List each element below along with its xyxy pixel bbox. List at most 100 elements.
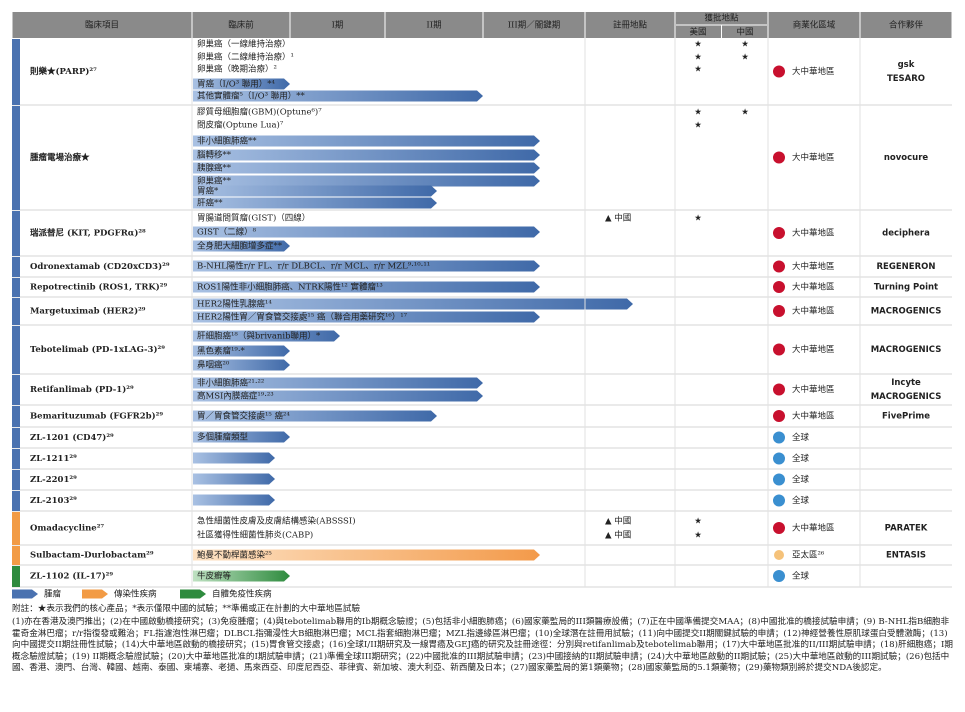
header-cell bbox=[585, 12, 675, 38]
phase-bar bbox=[193, 549, 540, 561]
region: 大中華地區 bbox=[792, 282, 835, 293]
category-strip bbox=[12, 298, 20, 325]
cn-approval: ★ bbox=[741, 108, 749, 118]
header-sublabel: 中國 bbox=[736, 27, 753, 38]
phase-bar bbox=[193, 90, 483, 102]
indication: 間皮瘤(Optune Lua)⁷ bbox=[197, 120, 284, 131]
phase-bar bbox=[193, 473, 275, 485]
drug-name: 則樂★(PARP)²⁷ bbox=[29, 66, 97, 77]
region: 大中華地區 bbox=[792, 306, 835, 317]
drug-name: 瑞派替尼 (KIT, PDGFRα)²⁸ bbox=[30, 228, 146, 239]
region: 亞太區²⁶ bbox=[792, 550, 825, 561]
region-icon bbox=[773, 410, 785, 422]
partner-logo: deciphera bbox=[882, 229, 930, 239]
region-icon bbox=[773, 522, 785, 534]
region-icon bbox=[773, 494, 785, 507]
phase-bar bbox=[193, 149, 540, 161]
indication: HER2陽性胃／胃食管交接處¹⁵ 癌（聯合用藥研究¹⁶）¹⁷ bbox=[197, 312, 408, 323]
indication: B-NHL陽性r/r FL、r/r DLBCL、r/r MCL、r/r MZL⁹… bbox=[197, 261, 430, 272]
region-icon bbox=[773, 343, 785, 356]
phase-bar bbox=[193, 570, 290, 582]
region: 全球 bbox=[792, 571, 810, 582]
phase-bar bbox=[193, 359, 290, 371]
indication: 卵巢癌** bbox=[197, 176, 232, 187]
indication: 胃／胃食管交接處¹⁵ 癌²⁴ bbox=[197, 411, 290, 422]
cn-approval: ★ bbox=[741, 40, 749, 50]
region: 大中華地區 bbox=[792, 523, 835, 534]
category-strip bbox=[12, 278, 20, 297]
header-label: 臨床項目 bbox=[85, 20, 119, 31]
header-cell bbox=[768, 12, 860, 38]
category-strip bbox=[12, 491, 20, 511]
partner-logo: FivePrime bbox=[882, 412, 930, 422]
region-icon bbox=[773, 452, 785, 465]
partner-logo: ENTASIS bbox=[886, 551, 926, 561]
phase-bar bbox=[193, 260, 540, 272]
registration: ▲ 中國 bbox=[605, 213, 631, 224]
indication: 全身肥大細胞增多症** bbox=[197, 241, 283, 252]
footnotes: 附註：★表示我們的核心產品；*表示僅限中國的試驗；**準備或正在計劃的大中華地區… bbox=[12, 604, 954, 676]
region: 大中華地區 bbox=[792, 344, 835, 355]
header-cell bbox=[860, 12, 952, 38]
us-approval: ★ bbox=[694, 40, 702, 50]
category-strip bbox=[12, 449, 20, 469]
category-strip bbox=[12, 406, 20, 427]
header-cell bbox=[483, 12, 585, 38]
header-label: 臨床前 bbox=[228, 20, 254, 31]
indication: 胃癌（I/O³ 聯用）*⁴ bbox=[197, 79, 276, 90]
us-approval: ★ bbox=[694, 531, 702, 541]
region: 全球 bbox=[792, 453, 810, 464]
indication: 社區獲得性細菌性肺炎(CABP) bbox=[197, 530, 313, 541]
indication: 黑色素瘤¹⁹·* bbox=[197, 346, 246, 357]
indication: 非小細胞肺癌** bbox=[197, 136, 257, 147]
header-cell bbox=[385, 12, 483, 38]
header-label: II期 bbox=[426, 21, 441, 31]
indication: 非小細胞肺癌²¹·²² bbox=[197, 378, 264, 389]
header-label: 商業化區域 bbox=[793, 20, 836, 31]
us-approval: ★ bbox=[694, 108, 702, 118]
footnote: 附註：★表示我們的核心產品；*表示僅限中國的試驗；**準備或正在計劃的大中華地區… bbox=[12, 604, 361, 614]
region-icon bbox=[773, 151, 785, 164]
phase-bar bbox=[193, 431, 290, 443]
header-label: 註冊地點 bbox=[613, 20, 648, 31]
phase-bar bbox=[193, 345, 290, 357]
phase-bar bbox=[193, 494, 275, 506]
phase-bar bbox=[193, 281, 540, 293]
region-icon bbox=[774, 550, 784, 560]
category-strip bbox=[12, 257, 20, 277]
region-icon bbox=[773, 65, 785, 78]
header-label: III期／關鍵期 bbox=[508, 20, 561, 31]
registration: ▲ 中國 bbox=[605, 530, 631, 541]
legend-swatch bbox=[82, 589, 108, 599]
category-strip bbox=[12, 326, 20, 374]
indication: 胃癌* bbox=[197, 186, 219, 197]
partner-logo: TESARO bbox=[887, 74, 925, 84]
phase-bar bbox=[193, 226, 540, 238]
phase-bar bbox=[193, 330, 340, 342]
drug-name: ZL-1211²⁹ bbox=[30, 454, 77, 464]
region-icon bbox=[773, 260, 785, 273]
region: 全球 bbox=[792, 495, 810, 506]
indication: 卵巢癌（一線維持治療） bbox=[197, 39, 291, 50]
region-icon bbox=[773, 473, 785, 486]
phase-bar bbox=[193, 410, 437, 422]
region: 大中華地區 bbox=[792, 411, 835, 422]
indication: 卵巢癌（晚期治療）² bbox=[197, 64, 277, 75]
region: 大中華地區 bbox=[792, 228, 835, 239]
phase-bar bbox=[193, 452, 275, 464]
category-strip bbox=[12, 428, 20, 448]
indication: HER2陽性乳腺癌¹⁴ bbox=[197, 299, 272, 310]
partner-logo: REGENERON bbox=[877, 262, 936, 272]
partner-logo: novocure bbox=[884, 153, 929, 163]
partner-logo: Incyte bbox=[891, 378, 921, 388]
partner-logo: PARATEK bbox=[885, 524, 928, 534]
drug-name: Bemarituzumab (FGFR2b)²⁹ bbox=[30, 411, 163, 422]
region-icon bbox=[773, 281, 785, 293]
category-strip bbox=[12, 470, 20, 490]
us-approval: ★ bbox=[694, 65, 702, 75]
region: 大中華地區 bbox=[792, 152, 835, 163]
drug-name: ZL-1102 (IL-17)²⁹ bbox=[30, 571, 113, 582]
header-label: 合作夥伴 bbox=[889, 20, 924, 31]
phase-bar bbox=[193, 78, 290, 90]
partner-logo: MACROGENICS bbox=[871, 392, 942, 402]
